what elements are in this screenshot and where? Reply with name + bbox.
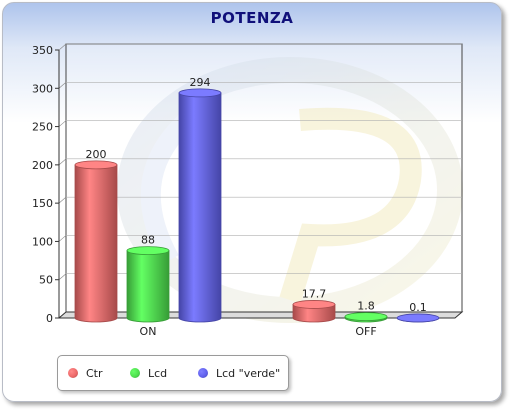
data-label: 294: [190, 76, 211, 89]
legend-item: Ctr: [68, 366, 103, 380]
plot-back-wall: [65, 43, 463, 313]
bar-top: [396, 313, 440, 323]
legend-swatch: [68, 368, 78, 378]
grid-diagonal: [58, 82, 67, 89]
bar-body: [178, 92, 222, 323]
legend-item: Lcd "verde": [198, 366, 280, 380]
bar: [74, 160, 118, 323]
x-tick-label: OFF: [355, 325, 376, 338]
bar-body: [292, 304, 336, 323]
legend-label: Lcd "verde": [216, 366, 281, 380]
bar: [344, 312, 388, 323]
bar: [292, 300, 336, 323]
y-tick-label: 200: [32, 159, 53, 172]
bar: [178, 88, 222, 323]
grid-diagonal: [58, 120, 67, 127]
chart-title: POTENZA: [210, 9, 294, 27]
bar-body: [74, 164, 118, 323]
bar-top: [74, 160, 118, 170]
data-label: 200: [86, 148, 107, 161]
y-tick-label: 150: [32, 197, 53, 210]
data-label: 0.1: [409, 301, 427, 314]
legend-swatch: [130, 368, 140, 378]
grid-diagonal: [58, 273, 67, 280]
legend-label: Ctr: [86, 366, 103, 380]
grid-diagonal: [58, 158, 67, 166]
data-label: 88: [141, 234, 155, 247]
bar: [396, 313, 440, 323]
y-tick-label: 350: [32, 44, 53, 57]
x-tick-label: ON: [140, 325, 157, 338]
grid-diagonal: [58, 196, 67, 204]
bar: [126, 246, 170, 323]
chart-legend: Ctr Lcd Lcd "verde": [57, 355, 289, 391]
y-tick-label: 300: [32, 82, 53, 95]
bar-top: [344, 312, 388, 322]
legend-label: Lcd: [148, 366, 168, 380]
legend-swatch: [198, 368, 208, 378]
bar-top: [292, 300, 336, 309]
bar-top: [178, 88, 222, 98]
bar-body: [126, 250, 170, 323]
legend-item: Lcd: [130, 366, 167, 380]
y-tick-label: 0: [46, 312, 53, 325]
grid-diagonal: [58, 235, 67, 242]
data-label: 17.7: [302, 287, 327, 300]
grid-diagonal: [58, 43, 67, 51]
y-tick-label: 50: [39, 274, 53, 287]
data-label: 1.8: [357, 300, 375, 313]
y-tick-label: 100: [32, 235, 53, 248]
bar-top: [126, 246, 170, 256]
y-tick-label: 250: [32, 121, 53, 134]
